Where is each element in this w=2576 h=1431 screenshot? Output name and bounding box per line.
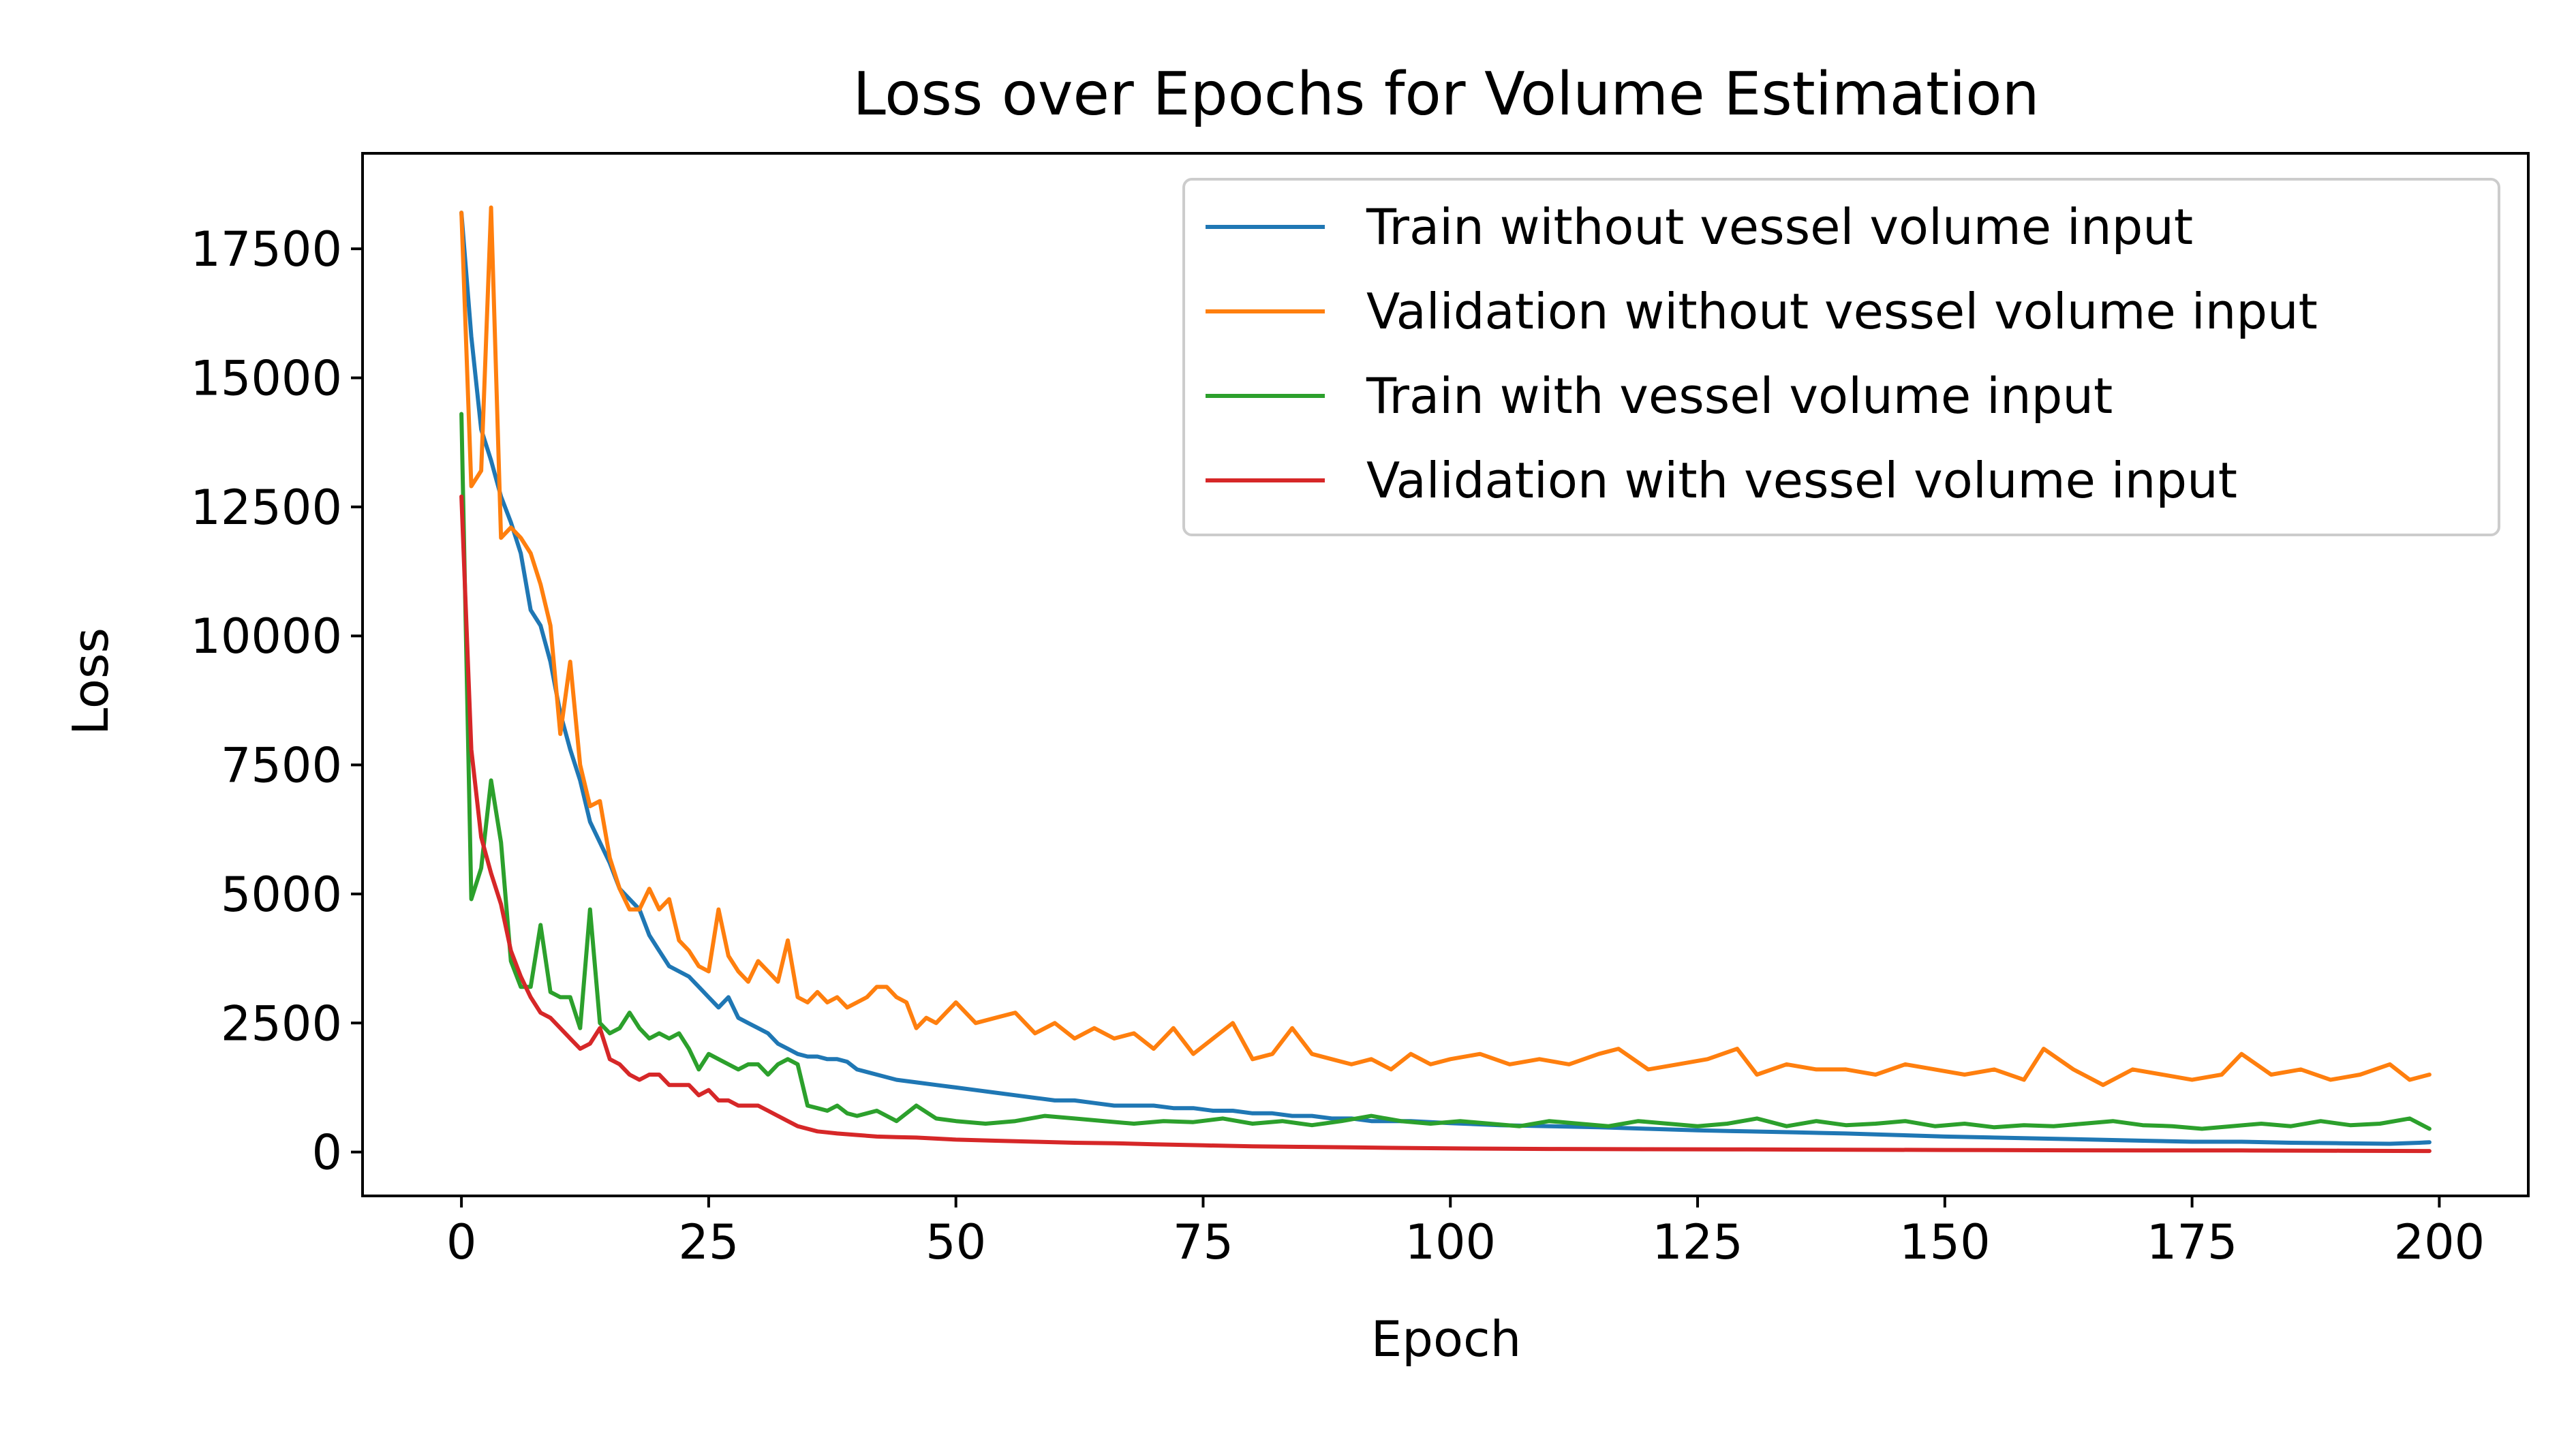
x-tick-label: 175 xyxy=(2147,1214,2238,1270)
x-tick-label: 75 xyxy=(1173,1214,1233,1270)
legend-label-4: Validation with vessel volume input xyxy=(1366,452,2237,509)
y-tick-label: 5000 xyxy=(221,867,342,923)
plot-frame xyxy=(361,152,2530,1197)
y-axis: 0 2500 5000 7500 10000 12500 15000 17500 xyxy=(190,221,363,1181)
x-axis: 0 25 50 75 100 125 150 175 200 xyxy=(446,1196,2485,1270)
x-axis-label: Epoch xyxy=(1371,1310,1521,1368)
y-tick-label: 7500 xyxy=(221,738,342,794)
x-tick-label: 50 xyxy=(925,1214,986,1270)
series-line-4 xyxy=(459,494,2432,1154)
plot-area xyxy=(459,205,2432,1154)
chart-title: Loss over Epochs for Volume Estimation xyxy=(853,59,2039,129)
series-line-2 xyxy=(459,205,2432,1088)
y-tick-label: 17500 xyxy=(190,221,342,277)
y-axis-label: Loss xyxy=(62,628,119,735)
x-tick-label: 200 xyxy=(2394,1214,2485,1270)
legend-label-3: Train with vessel volume input xyxy=(1366,367,2113,425)
y-tick-label: 2500 xyxy=(221,996,342,1051)
y-tick-label: 10000 xyxy=(190,609,342,664)
legend-box xyxy=(1182,178,2500,536)
y-tick-label: 12500 xyxy=(190,480,342,536)
x-tick-label: 150 xyxy=(1899,1214,1991,1270)
x-tick-label: 100 xyxy=(1405,1214,1496,1270)
legend: Train without vessel volume input Validat… xyxy=(1182,178,2500,536)
series-line-3 xyxy=(459,412,2432,1131)
x-tick-label: 25 xyxy=(678,1214,739,1270)
x-tick-label: 125 xyxy=(1652,1214,1743,1270)
legend-label-2: Validation without vessel volume input xyxy=(1366,283,2318,340)
y-tick-label: 15000 xyxy=(190,350,342,406)
x-tick-label: 0 xyxy=(446,1214,477,1270)
y-tick-label: 0 xyxy=(311,1125,342,1181)
legend-label-1: Train without vessel volume input xyxy=(1366,198,2193,256)
